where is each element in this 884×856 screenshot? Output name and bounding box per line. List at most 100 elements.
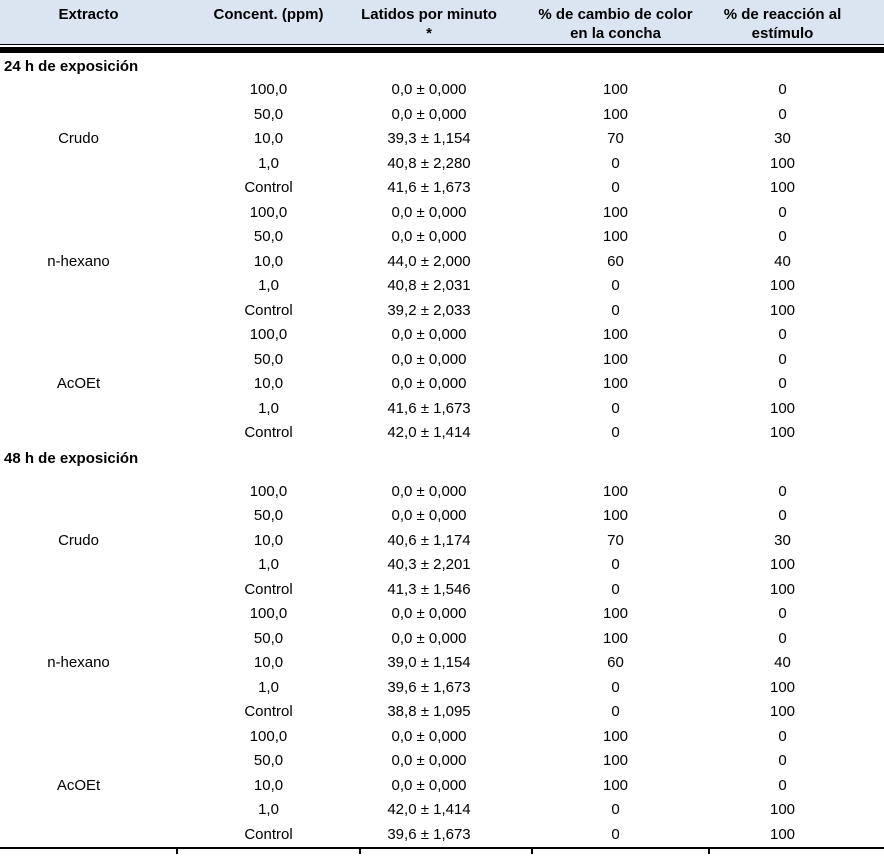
table-row: 10,0 39,0 ± 1,154 60 40 <box>0 651 884 676</box>
col-header-label: Concent. (ppm) <box>213 6 324 23</box>
heart-rate-cell: 40,6 ± 1,174 <box>387 531 471 549</box>
stimulus-reaction-cell: 0 <box>778 507 787 525</box>
table-row: Crudo 100,0 0,0 ± 0,000 100 0 <box>0 78 884 147</box>
extract-name-cell: AcOEt <box>56 375 101 393</box>
color-change-cell: 100 <box>602 482 629 500</box>
stimulus-reaction-cell: 0 <box>778 752 787 770</box>
heart-rate-cell: 0,0 ± 0,000 <box>391 228 467 246</box>
color-change-cell: 0 <box>611 424 620 442</box>
table-row: Control 38,8 ± 1,095 0 100 <box>0 700 884 725</box>
table-row: AcOEt 100,0 0,0 ± 0,000 100 0 <box>0 323 884 392</box>
table-row: 50,0 0,0 ± 0,000 100 0 <box>0 347 884 372</box>
table-row: 1,0 39,6 ± 1,673 0 100 <box>0 675 884 700</box>
concentration-cell: 50,0 <box>253 228 284 246</box>
stimulus-reaction-cell: 0 <box>778 81 787 99</box>
color-change-cell: 100 <box>602 605 629 623</box>
stimulus-reaction-cell: 100 <box>769 580 796 598</box>
color-change-cell: 0 <box>611 580 620 598</box>
concentration-cell: 100,0 <box>249 203 288 221</box>
concentration-cell: 50,0 <box>253 350 284 368</box>
table-row: 50,0 0,0 ± 0,000 100 0 <box>0 225 884 250</box>
concentration-cell: Control <box>244 424 293 442</box>
color-change-cell: 0 <box>611 301 620 319</box>
table-row: n-hexano 100,0 0,0 ± 0,000 100 0 <box>0 602 884 671</box>
col-header-latidos: Latidos por minuto * <box>360 0 532 45</box>
heart-rate-cell: 0,0 ± 0,000 <box>391 105 467 123</box>
col-header-reaccion: % de reacción al estímulo <box>709 0 884 45</box>
header-thick-rule <box>0 44 884 53</box>
bottom-rule-cell <box>0 846 177 854</box>
table-row: 10,0 40,6 ± 1,174 70 30 <box>0 528 884 553</box>
concentration-cell: Control <box>244 580 293 598</box>
concentration-cell: 1,0 <box>258 801 279 819</box>
table-header: Extracto Concent. (ppm) Latidos por minu… <box>0 0 884 53</box>
heart-rate-cell: 0,0 ± 0,000 <box>391 350 467 368</box>
heart-rate-cell: 39,2 ± 2,033 <box>387 301 471 319</box>
concentration-cell: 10,0 <box>253 531 284 549</box>
table-row: Control 39,6 ± 1,673 0 100 <box>0 822 884 848</box>
stimulus-reaction-cell: 30 <box>774 531 791 549</box>
concentration-cell: 50,0 <box>253 629 284 647</box>
color-change-cell: 0 <box>611 179 620 197</box>
bottom-rule-cell <box>708 846 884 854</box>
table-row: 10,0 39,3 ± 1,154 70 30 <box>0 127 884 152</box>
stimulus-reaction-cell: 0 <box>778 629 787 647</box>
col-header-extracto: Extracto <box>0 0 177 45</box>
bottom-rule-cell <box>176 846 360 854</box>
stimulus-reaction-cell: 0 <box>778 326 787 344</box>
stimulus-reaction-cell: 100 <box>769 277 796 295</box>
color-change-cell: 0 <box>611 703 620 721</box>
color-change-cell: 100 <box>602 203 629 221</box>
col-header-cambio-color: % de cambio de color en la concha <box>532 0 709 45</box>
col-header-concentracion: Concent. (ppm) <box>177 0 360 45</box>
concentration-cell: 10,0 <box>253 252 284 270</box>
concentration-cell: Control <box>244 825 293 843</box>
section-label: 48 h de exposición <box>4 450 139 467</box>
concentration-cell: 10,0 <box>253 776 284 794</box>
table-row: 50,0 0,0 ± 0,000 100 0 <box>0 102 884 127</box>
color-change-cell: 100 <box>602 326 629 344</box>
heart-rate-cell: 39,6 ± 1,673 <box>387 825 471 843</box>
color-change-cell: 0 <box>611 678 620 696</box>
heart-rate-cell: 0,0 ± 0,000 <box>391 203 467 221</box>
extract-name-cell: Crudo <box>58 531 99 549</box>
table-row: AcOEt 100,0 0,0 ± 0,000 100 0 <box>0 724 884 794</box>
concentration-cell: 50,0 <box>253 105 284 123</box>
table-row: Control 41,6 ± 1,673 0 100 <box>0 176 884 201</box>
concentration-cell: 1,0 <box>258 154 279 172</box>
header-row: Extracto Concent. (ppm) Latidos por minu… <box>0 0 884 45</box>
table-row: Control 41,3 ± 1,546 0 100 <box>0 577 884 602</box>
col-header-label: Extracto <box>58 6 119 23</box>
extract-name-cell: n-hexano <box>47 654 110 672</box>
table-row: Crudo 100,0 0,0 ± 0,000 100 0 <box>0 479 884 549</box>
table-row: 50,0 0,0 ± 0,000 100 0 <box>0 504 884 529</box>
color-change-cell: 0 <box>611 556 620 574</box>
heart-rate-cell: 40,8 ± 2,280 <box>387 154 471 172</box>
col-header-label: en la concha <box>570 25 661 42</box>
heart-rate-cell: 42,0 ± 1,414 <box>387 801 471 819</box>
heart-rate-cell: 39,6 ± 1,673 <box>387 678 471 696</box>
stimulus-reaction-cell: 0 <box>778 350 787 368</box>
heart-rate-cell: 0,0 ± 0,000 <box>391 629 467 647</box>
color-change-cell: 100 <box>602 507 629 525</box>
color-change-cell: 100 <box>602 81 629 99</box>
heart-rate-cell: 40,8 ± 2,031 <box>387 277 471 295</box>
color-change-cell: 100 <box>602 776 629 794</box>
color-change-cell: 100 <box>602 752 629 770</box>
table-body: 24 h de exposición Crudo 100,0 0,0 ± 0,000 1… <box>0 50 884 854</box>
stimulus-reaction-cell: 100 <box>769 179 796 197</box>
stimulus-reaction-cell: 40 <box>774 654 791 672</box>
stimulus-reaction-cell: 100 <box>769 825 796 843</box>
table-row: 1,0 42,0 ± 1,414 0 100 <box>0 798 884 823</box>
heart-rate-cell: 39,0 ± 1,154 <box>387 654 471 672</box>
table-row: 10,0 44,0 ± 2,000 60 40 <box>0 249 884 274</box>
concentration-cell: 1,0 <box>258 678 279 696</box>
heart-rate-cell: 0,0 ± 0,000 <box>391 776 467 794</box>
heart-rate-cell: 0,0 ± 0,000 <box>391 605 467 623</box>
concentration-cell: 10,0 <box>253 130 284 148</box>
stimulus-reaction-cell: 40 <box>774 252 791 270</box>
col-header-label: % de reacción al <box>723 6 842 23</box>
stimulus-reaction-cell: 100 <box>769 801 796 819</box>
heart-rate-cell: 0,0 ± 0,000 <box>391 507 467 525</box>
